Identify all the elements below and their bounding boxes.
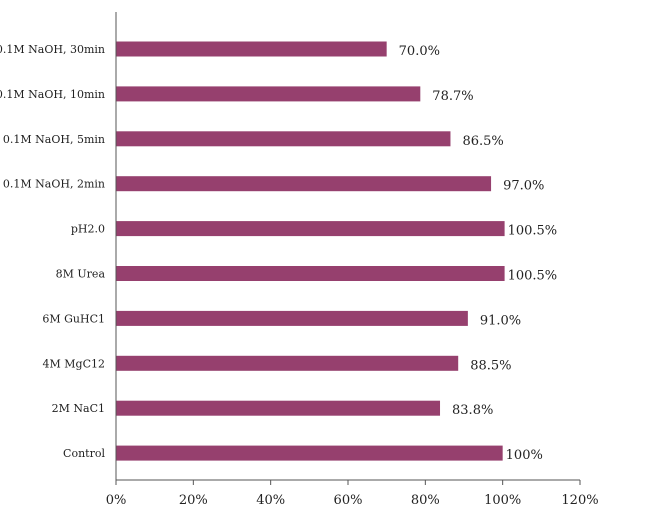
value-label-7: 88.5%: [470, 358, 511, 373]
value-labels-group: 70.0% 78.7% 86.5% 97.0% 100.5% 100.5% 91.0% 88.…: [399, 44, 558, 463]
x-tick-label-6: 120%: [561, 493, 598, 508]
value-label-9: 100%: [506, 448, 543, 463]
bar-9: [116, 445, 503, 461]
x-tick-label-3: 60%: [334, 493, 363, 508]
category-label-1: 0.1M NaOH, 10min: [0, 88, 105, 101]
x-tick-label-1: 20%: [179, 493, 208, 508]
x-ticks-group: 0% 20% 40% 60% 80% 100% 120%: [106, 480, 599, 508]
bars-group: [116, 41, 505, 461]
bar-0: [116, 41, 387, 57]
category-label-4: pH2.0: [71, 223, 105, 236]
x-tick-label-4: 80%: [411, 493, 440, 508]
category-label-3: 0.1M NaOH, 2min: [3, 178, 105, 191]
value-label-6: 91.0%: [480, 313, 521, 328]
value-label-0: 70.0%: [399, 44, 440, 59]
bar-8: [116, 400, 441, 416]
value-label-8: 83.8%: [452, 403, 493, 418]
category-labels-group: 0.1M NaOH, 30min 0.1M NaOH, 10min 0.1M NaO…: [0, 43, 105, 460]
category-label-6: 6M GuHC1: [42, 312, 105, 325]
value-label-1: 78.7%: [432, 89, 473, 104]
bar-1: [116, 86, 421, 102]
value-label-4: 100.5%: [508, 224, 558, 239]
bar-4: [116, 221, 505, 237]
category-label-7: 4M MgC12: [43, 357, 105, 370]
bar-3: [116, 176, 492, 192]
value-label-2: 86.5%: [462, 134, 503, 149]
bar-6: [116, 310, 468, 326]
category-label-5: 8M Urea: [56, 268, 106, 281]
x-tick-label-5: 100%: [484, 493, 521, 508]
category-label-2: 0.1M NaOH, 5min: [3, 133, 105, 146]
category-label-0: 0.1M NaOH, 30min: [0, 43, 105, 56]
category-label-8: 2M NaC1: [52, 402, 105, 415]
value-label-5: 100.5%: [508, 269, 558, 284]
x-tick-label-2: 40%: [256, 493, 285, 508]
bar-2: [116, 131, 451, 147]
x-tick-label-0: 0%: [106, 493, 127, 508]
category-label-9: Control: [63, 447, 105, 460]
bar-7: [116, 355, 459, 371]
bar-5: [116, 266, 505, 281]
value-label-3: 97.0%: [503, 179, 544, 194]
